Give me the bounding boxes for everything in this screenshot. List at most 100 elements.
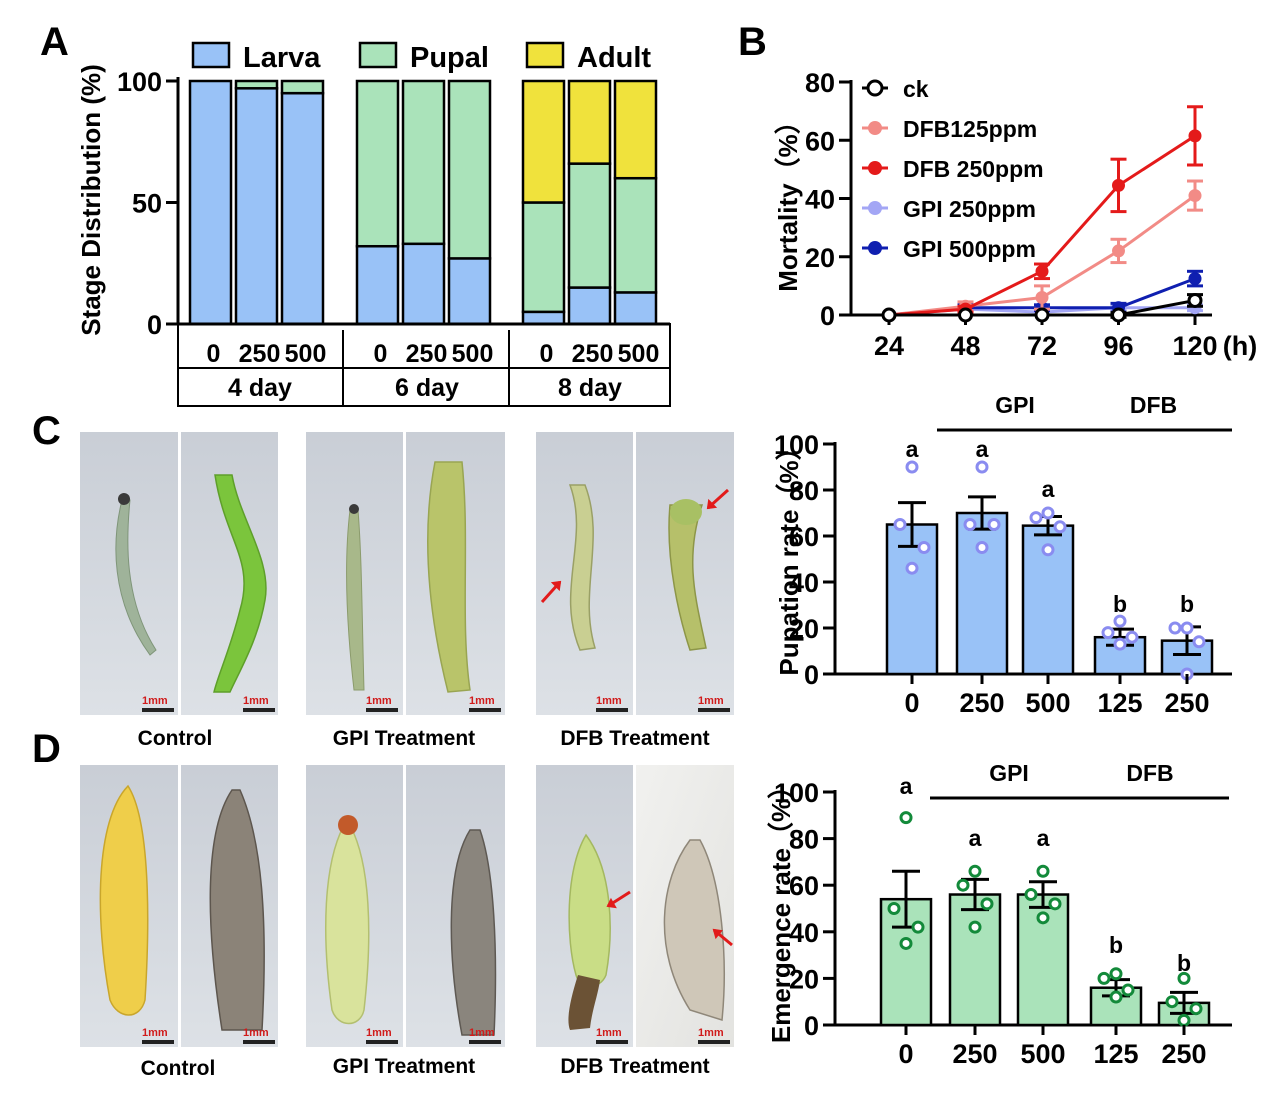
y-tick-label: 60	[789, 871, 819, 901]
data-point	[968, 920, 982, 934]
larva-small-control	[115, 499, 157, 656]
scale-bar	[142, 708, 174, 712]
significance-letter: a	[900, 773, 913, 799]
data-point	[1113, 637, 1127, 651]
legend-label: ck	[903, 76, 929, 102]
adult-control	[209, 789, 265, 1031]
x-tick-label: 125	[1093, 1039, 1138, 1069]
data-point	[987, 518, 1001, 531]
bar-segment-pupal	[567, 162, 612, 289]
group-bracket-label: GPI	[989, 760, 1029, 786]
significance-letter: a	[906, 436, 919, 462]
x-tick-label: 72	[1027, 331, 1057, 361]
data-point	[1177, 1013, 1191, 1027]
x-tick-label: 250	[959, 688, 1004, 718]
data-point	[899, 811, 913, 825]
legend-marker	[868, 161, 882, 175]
data-point	[905, 460, 919, 474]
y-tick-label: 20	[805, 243, 835, 273]
scale-label: 1mm	[142, 1027, 168, 1039]
bar-segment-pupal	[613, 176, 658, 294]
panel-label-d: D	[32, 727, 61, 771]
photo-panel-d: 1mm 1mm 1mm 1mm 1mm 1mm Control GPI Trea…	[80, 765, 734, 1080]
legend-marker	[868, 121, 882, 135]
caption-control: Control	[138, 727, 213, 750]
bar-segment-pupal	[355, 79, 400, 248]
x-tick-label: 125	[1097, 688, 1142, 718]
scale-bar	[596, 708, 628, 712]
data-point	[1168, 621, 1182, 635]
bar-segment-larva	[280, 91, 325, 326]
data-point	[1041, 543, 1055, 557]
data-point	[1109, 990, 1123, 1004]
x-tick-label: 96	[1103, 331, 1133, 361]
scale-label: 1mm	[698, 1027, 724, 1039]
group-table-frame	[177, 323, 671, 407]
bar-segment-pupal	[521, 201, 566, 314]
data-point	[911, 920, 925, 934]
y-axis-title: Pupation rate（%）	[774, 434, 804, 675]
y-tick-label: 100	[117, 67, 162, 97]
data-point-ck	[881, 307, 897, 323]
x-tick-label: 250	[572, 340, 614, 368]
x-tick-label: 0	[207, 340, 221, 368]
data-point	[1109, 967, 1123, 981]
data-point	[905, 561, 919, 575]
scale-label: 1mm	[469, 695, 495, 707]
x-tick-label: 250	[239, 340, 281, 368]
x-tick-label: 500	[1025, 688, 1070, 718]
data-point	[893, 518, 907, 531]
data-point	[1177, 971, 1191, 985]
bar	[955, 511, 1009, 676]
data-point	[899, 936, 913, 950]
data-point	[1041, 506, 1055, 520]
x-axis-unit: (h)	[1223, 331, 1257, 361]
scale-bar	[142, 1040, 174, 1044]
data-point	[975, 541, 989, 554]
bar-segment-adult	[567, 79, 612, 165]
y-tick-label: 20	[789, 614, 819, 644]
significance-letter: a	[1037, 825, 1050, 851]
legend-label: GPI 500ppm	[903, 236, 1036, 262]
chart-b-mortality: 0 20 40 60 80 24 48 72 96 120 (h) Mortality（%） ck DFB…	[773, 68, 1257, 361]
y-tick-label: 60	[789, 522, 819, 552]
y-tick-label: 20	[789, 964, 819, 994]
x-tick-label: 24	[874, 331, 904, 361]
scale-label: 1mm	[243, 1027, 269, 1039]
scale-bar	[698, 1040, 730, 1044]
data-point-ck	[1034, 307, 1050, 323]
scale-label: 1mm	[596, 1027, 622, 1039]
data-point	[963, 518, 977, 531]
x-tick-label: 0	[374, 340, 388, 368]
caption-dfb-treatment: DFB Treatment	[560, 1055, 709, 1078]
y-tick-label: 0	[147, 310, 162, 340]
y-tick-label: 80	[805, 68, 835, 98]
legend-swatch-adult	[525, 41, 565, 69]
panel-label-b: B	[738, 20, 767, 64]
data-point	[1112, 244, 1125, 258]
scale-label: 1mm	[243, 695, 269, 707]
panel-label-a: A	[40, 20, 69, 64]
pupa-gpi	[325, 818, 370, 1025]
significance-letter: b	[1177, 950, 1191, 976]
data-point-ck	[1111, 307, 1126, 323]
photo-panel-c: 1mm 1mm 1mm 1mm 1mm 1mm Control GPI Trea…	[80, 432, 734, 750]
y-tick-label: 0	[804, 1011, 819, 1041]
data-point	[917, 541, 931, 554]
pupa-gpi-head	[338, 815, 358, 835]
x-tick-label: 120	[1172, 331, 1217, 361]
scale-bar	[596, 1040, 628, 1044]
data-point	[1035, 264, 1049, 278]
scale-label: 1mm	[469, 1027, 495, 1039]
data-point	[1180, 621, 1194, 635]
pupa-control	[99, 784, 149, 1016]
bar-segment-larva	[355, 244, 400, 326]
scale-bars-d: 1mm 1mm 1mm 1mm 1mm 1mm	[142, 1027, 730, 1044]
data-point	[887, 902, 901, 915]
legend-marker	[866, 79, 884, 97]
y-tick-label: 40	[789, 918, 819, 948]
x-tick-label: 48	[950, 331, 980, 361]
data-point	[1188, 272, 1202, 286]
y-tick-label: 0	[820, 301, 835, 331]
y-tick-label: 50	[132, 189, 162, 219]
